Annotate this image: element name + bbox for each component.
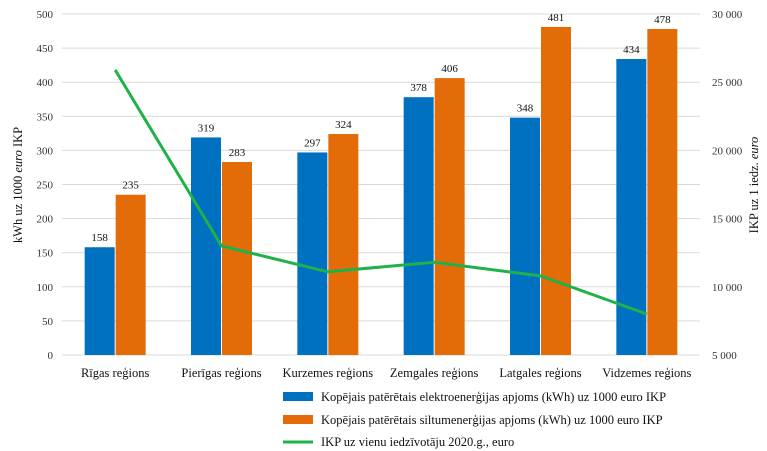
bar-data-label: 158 [91, 232, 108, 244]
bar [434, 78, 465, 355]
bar-data-label: 406 [441, 63, 458, 75]
legend: Kopējais patērētais elektroenerģijas apj… [283, 390, 666, 449]
y-tick-label-right: 5 000 [712, 350, 737, 362]
bar-data-label: 434 [623, 44, 640, 56]
y-tick-label-right: 30 000 [712, 9, 743, 21]
bar [115, 194, 146, 355]
y-tick-label-left: 350 [37, 111, 54, 123]
y-tick-label-left: 100 [37, 282, 54, 294]
y-tick-label-left: 450 [37, 43, 54, 55]
bar [222, 161, 252, 355]
x-axis-categories: Rīgas reģions Pierīgas reģions Kurzemes re… [81, 366, 692, 380]
bar-data-labels: 158 235 319 283 297 324 378 406 348 481 434 478 [91, 12, 671, 244]
y-tick-label-left: 500 [37, 9, 54, 21]
x-category-label: Pierīgas reģions [181, 366, 261, 380]
y-axis-left-label-part: IKP [11, 127, 25, 150]
bar-data-label: 324 [335, 119, 352, 131]
y-tick-label-right: 25 000 [712, 77, 743, 89]
y-axis-right-label-italic: euro [747, 137, 761, 159]
legend-label-gdp: IKP uz vienu iedzīvotāju 2020.g., euro [321, 435, 514, 449]
bars [84, 26, 678, 356]
y-axis-left-ticks: 0 50 100 150 200 250 300 350 400 450 500 [37, 9, 54, 362]
y-tick-label-right: 20 000 [712, 145, 743, 157]
bar-data-label: 348 [517, 103, 534, 115]
y-tick-label-left: 0 [48, 350, 54, 362]
y-tick-label-left: 250 [37, 180, 54, 192]
x-category-label: Latgales reģions [499, 366, 581, 380]
legend-label-heat: Kopējais patērētais siltumenerģijas apjo… [321, 413, 663, 427]
bar-data-label: 235 [122, 180, 139, 192]
bar [510, 117, 540, 355]
y-axis-left-label-italic: euro [11, 150, 25, 172]
legend-label-electricity: Kopējais patērētais elektroenerģijas apj… [321, 390, 666, 404]
bar [403, 97, 434, 355]
legend-swatch-heat [283, 415, 313, 424]
bar-data-label: 478 [654, 14, 671, 26]
line-series [113, 69, 648, 316]
x-category-label: Zemgales reģions [390, 366, 479, 380]
y-axis-left-label: kWh uz 1000 euro IKP [11, 127, 25, 243]
y-tick-label-right: 10 000 [712, 282, 743, 294]
y-tick-label-left: 150 [37, 248, 54, 260]
y-axis-right-label-part: IKP uz 1 iedz. [747, 159, 761, 233]
bar-data-label: 481 [548, 12, 565, 24]
gdp-line [113, 69, 648, 316]
y-tick-label-left: 400 [37, 77, 54, 89]
y-axis-left-label-part: kWh uz 1000 [11, 173, 25, 243]
bar [647, 29, 678, 356]
bar [616, 59, 647, 356]
y-axis-right-ticks: 5 000 10 000 15 000 20 000 25 000 30 000 [712, 9, 743, 362]
y-tick-label-left: 50 [42, 316, 54, 328]
bar-data-label: 319 [198, 122, 215, 134]
bar [328, 134, 359, 355]
bar-data-label: 283 [229, 147, 246, 159]
bar [84, 247, 115, 355]
bar [191, 137, 221, 355]
legend-swatch-electricity [283, 392, 313, 401]
x-category-label: Vidzemes reģions [602, 366, 691, 380]
gridlines [62, 13, 700, 356]
bar-data-label: 297 [304, 137, 321, 149]
y-tick-label-right: 15 000 [712, 214, 743, 226]
bar [297, 152, 328, 355]
y-tick-label-left: 300 [37, 145, 54, 157]
x-category-label: Kurzemes reģions [283, 366, 374, 380]
y-axis-right-label: IKP uz 1 iedz. euro [747, 137, 761, 234]
bar [541, 26, 571, 355]
y-tick-label-left: 200 [37, 214, 54, 226]
bar-data-label: 378 [410, 82, 427, 94]
x-category-label: Rīgas reģions [81, 366, 150, 380]
